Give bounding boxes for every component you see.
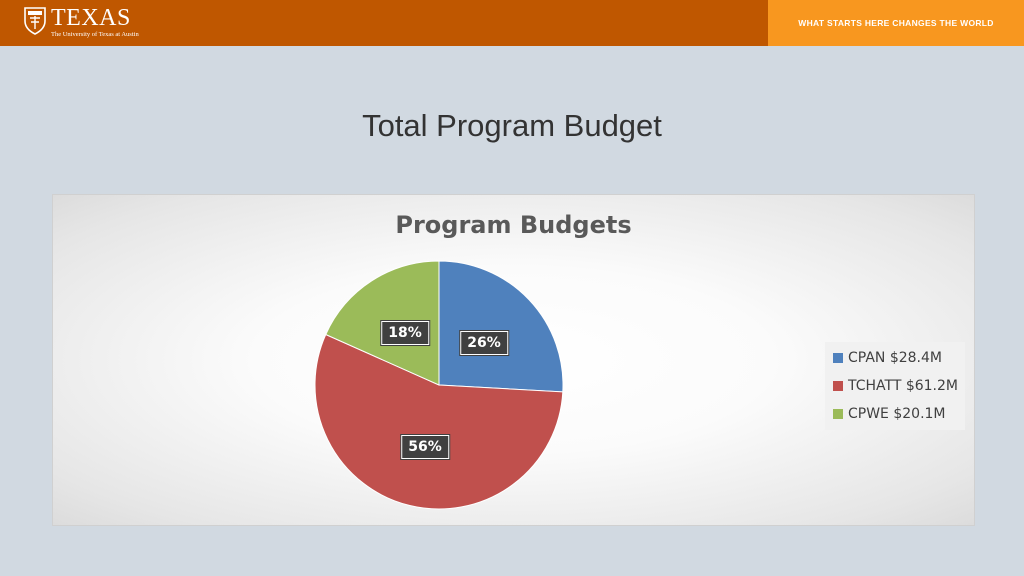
legend-label-cpwe: CPWE $20.1M [848, 406, 946, 422]
data-label-tchatt: 56% [401, 435, 449, 459]
ut-logo[interactable]: TEXAS The University of Texas at Austin [24, 6, 139, 40]
slide-title: Total Program Budget [362, 108, 662, 143]
shield-icon [24, 7, 46, 35]
tagline-box: WHAT STARTS HERE CHANGES THE WORLD [768, 0, 1024, 46]
pie-slice-tchatt [314, 333, 564, 510]
data-label-cpwe: 18% [381, 321, 429, 345]
pie-chart [314, 260, 564, 510]
data-label-cpan: 26% [460, 331, 508, 355]
legend-swatch-tchatt [833, 381, 843, 391]
legend-item-cpwe: CPWE $20.1M [833, 404, 946, 424]
legend-label-tchatt: TCHATT $61.2M [848, 378, 958, 394]
logo-wordmark: TEXAS [51, 5, 131, 31]
tagline: WHAT STARTS HERE CHANGES THE WORLD [798, 18, 994, 28]
legend-item-tchatt: TCHATT $61.2M [833, 376, 958, 396]
header-bar: TEXAS The University of Texas at Austin … [0, 0, 1024, 46]
pie-slice-cpan [438, 260, 564, 393]
legend-label-cpan: CPAN $28.4M [848, 350, 942, 366]
chart-title: Program Budgets [395, 211, 632, 239]
chart-legend: CPAN $28.4M TCHATT $61.2M CPWE $20.1M [825, 342, 965, 430]
chart-panel: Program Budgets 26% 56% 18% CPAN $28.4M TC… [52, 194, 975, 526]
legend-swatch-cpan [833, 353, 843, 363]
legend-item-cpan: CPAN $28.4M [833, 348, 942, 368]
legend-swatch-cpwe [833, 409, 843, 419]
logo-subtitle: The University of Texas at Austin [51, 31, 139, 38]
